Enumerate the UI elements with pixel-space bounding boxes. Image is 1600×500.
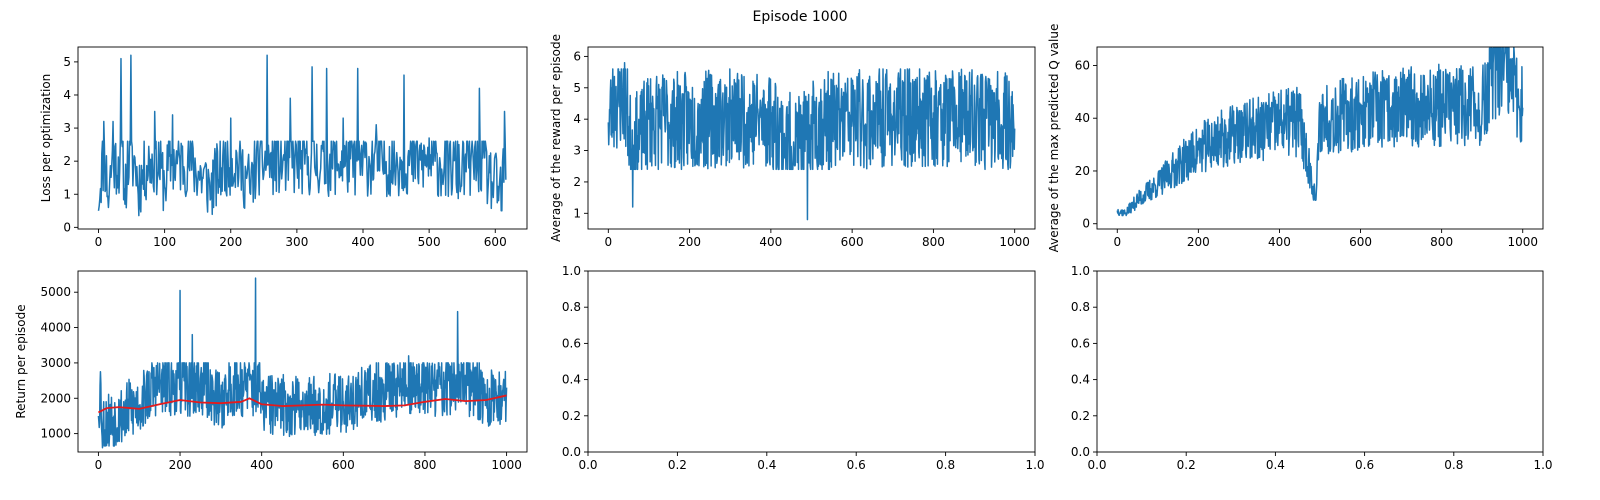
x-tick-label-empty2-4: 0.8 [1444,458,1463,472]
series-line-qvalue-0 [1116,47,1524,217]
y-tick-label-qvalue-0: 0 [1082,217,1090,231]
y-tick-label-loss-2: 2 [63,154,71,168]
x-tick-label-return-4: 800 [414,458,437,472]
x-tick-label-empty2-2: 0.4 [1266,458,1285,472]
axes-frame-loss [77,46,528,230]
y-tick-label-empty1-0: 0.0 [562,445,581,459]
y-tick-label-empty2-3: 0.6 [1071,336,1090,350]
y-tick-label-empty2-0: 0.0 [1071,445,1090,459]
x-tick-label-return-2: 400 [250,458,273,472]
x-tick-label-loss-4: 400 [352,235,375,249]
x-tick-label-reward-3: 600 [841,235,864,249]
x-tick-label-loss-5: 500 [418,235,441,249]
y-tick-label-empty1-3: 0.6 [562,336,581,350]
x-tick-label-empty2-5: 1.0 [1533,458,1552,472]
y-tick-label-loss-3: 3 [63,121,71,135]
y-tick-label-empty2-4: 0.8 [1071,300,1090,314]
y-tick-label-reward-2: 3 [573,144,581,158]
y-axis-label-reward: Average of the reward per episode [549,34,563,242]
x-tick-label-reward-5: 1000 [999,235,1030,249]
subplot-empty2: 0.0 0.2 0.4 0.6 0.8 1.0 0.0 0.2 0.4 0.6 0.8 1.0 [1071,264,1553,472]
y-tick-label-empty1-2: 0.4 [562,373,581,387]
y-tick-label-reward-3: 4 [573,112,581,126]
y-axis-label-qvalue: Average of the max predicted Q value [1047,24,1061,253]
x-tick-label-qvalue-0: 0 [1113,235,1121,249]
x-tick-label-empty1-4: 0.8 [936,458,955,472]
y-axis-label-loss: Loss per optimization [39,74,53,203]
x-tick-label-loss-2: 200 [219,235,242,249]
y-tick-label-reward-4: 5 [573,81,581,95]
x-tick-label-empty1-1: 0.2 [668,458,687,472]
y-tick-label-empty1-5: 1.0 [562,264,581,278]
x-tick-label-empty1-2: 0.4 [757,458,776,472]
y-tick-label-return-2: 3000 [40,356,71,370]
y-tick-label-qvalue-1: 20 [1075,164,1090,178]
x-tick-label-return-1: 200 [169,458,192,472]
axes-frame-empty2 [1096,270,1544,453]
x-tick-label-return-5: 1000 [491,458,522,472]
y-tick-label-reward-5: 6 [573,49,581,63]
x-tick-label-qvalue-5: 1000 [1507,235,1538,249]
x-tick-label-empty1-3: 0.6 [847,458,866,472]
axes-frame-return [77,270,528,453]
x-tick-label-return-3: 600 [332,458,355,472]
series-line-loss-0 [97,54,507,217]
y-tick-label-return-3: 4000 [40,321,71,335]
x-tick-label-reward-0: 0 [604,235,612,249]
y-tick-label-reward-1: 2 [573,175,581,189]
y-tick-label-empty2-2: 0.4 [1071,373,1090,387]
figure-suptitle: Episode 1000 [752,9,848,25]
x-tick-label-qvalue-2: 400 [1268,235,1291,249]
axes-frame-empty1 [587,270,1036,453]
series-line-return-0 [97,277,508,449]
x-tick-label-empty1-0: 0.0 [578,458,597,472]
x-tick-label-loss-0: 0 [95,235,103,249]
axes-frame-qvalue [1096,46,1544,230]
x-tick-label-loss-6: 600 [484,235,507,249]
y-tick-label-loss-5: 5 [63,55,71,69]
x-tick-label-reward-1: 200 [678,235,701,249]
x-tick-label-loss-1: 100 [153,235,176,249]
x-tick-label-reward-2: 400 [759,235,782,249]
y-tick-label-loss-4: 4 [63,88,71,102]
y-tick-label-qvalue-2: 40 [1075,111,1090,125]
y-tick-label-loss-1: 1 [63,187,71,201]
x-tick-label-loss-3: 300 [285,235,308,249]
x-tick-label-return-0: 0 [95,458,103,472]
subplot-qvalue: 0 200 400 600 800 1000 0 20 40 60 Average of the m… [1047,24,1544,253]
axes-frame-reward [587,46,1036,230]
x-tick-label-qvalue-1: 200 [1187,235,1210,249]
y-tick-label-return-1: 2000 [40,391,71,405]
series-line-reward-0 [607,61,1016,221]
y-tick-label-empty2-5: 1.0 [1071,264,1090,278]
x-tick-label-empty2-1: 0.2 [1177,458,1196,472]
subplot-return: 0 200 400 600 800 1000 1000 2000 3000 4000 5000 Ret… [14,270,528,472]
y-tick-label-empty1-4: 0.8 [562,300,581,314]
x-tick-label-empty1-5: 1.0 [1025,458,1044,472]
y-tick-label-qvalue-3: 60 [1075,58,1090,72]
y-tick-label-empty1-1: 0.2 [562,409,581,423]
x-tick-label-reward-4: 800 [922,235,945,249]
x-tick-label-qvalue-4: 800 [1430,235,1453,249]
subplot-reward: 0 200 400 600 800 1000 1 2 3 4 5 6 Average of the re… [549,34,1036,249]
y-tick-label-return-4: 5000 [40,285,71,299]
y-tick-label-return-0: 1000 [40,427,71,441]
subplot-loss: 0 100 200 300 400 500 600 0 1 2 3 4 5 Loss per optimi… [39,46,528,249]
subplot-empty1: 0.0 0.2 0.4 0.6 0.8 1.0 0.0 0.2 0.4 0.6 0.8 1.0 [562,264,1045,472]
x-tick-label-empty2-0: 0.0 [1087,458,1106,472]
y-tick-label-reward-0: 1 [573,206,581,220]
y-axis-label-return: Return per episode [14,304,28,418]
x-tick-label-empty2-3: 0.6 [1355,458,1374,472]
series-line-return-1 [97,394,507,414]
y-tick-label-empty2-1: 0.2 [1071,409,1090,423]
y-tick-label-loss-0: 0 [63,220,71,234]
x-tick-label-qvalue-3: 600 [1349,235,1372,249]
